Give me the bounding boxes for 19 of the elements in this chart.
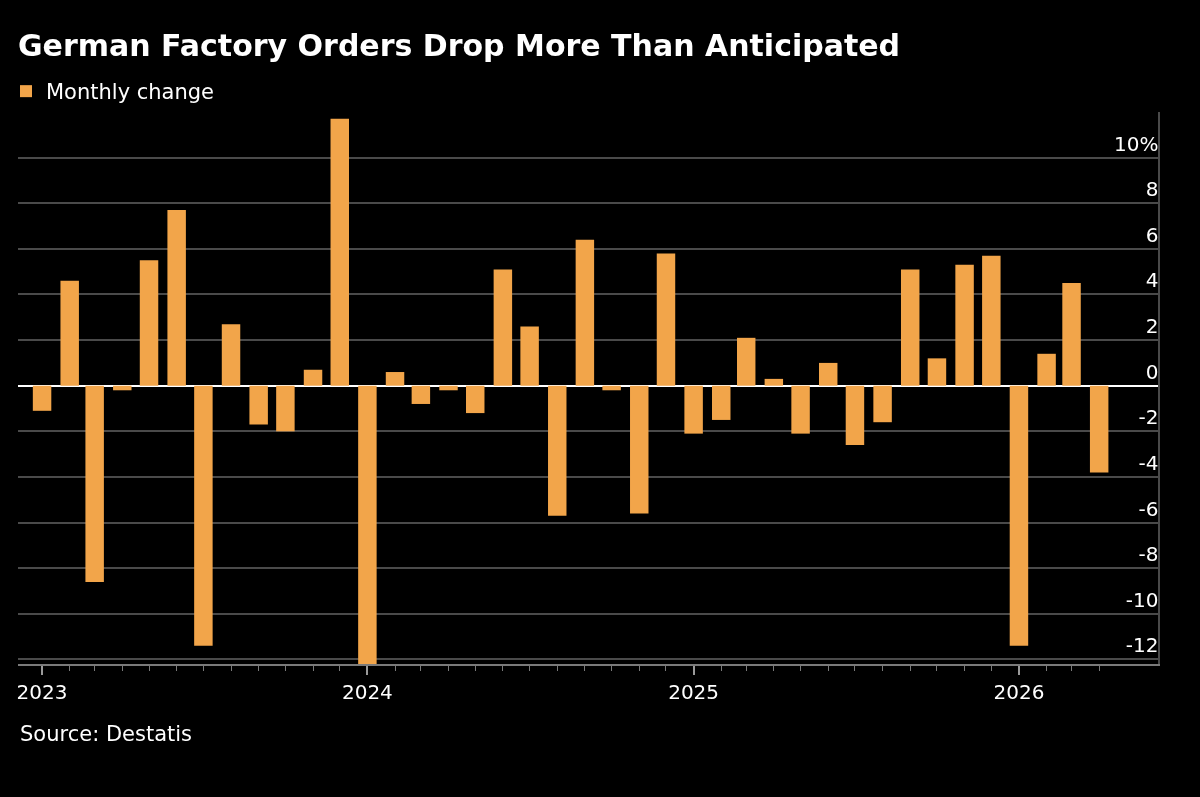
x-tick-label: 2026 <box>993 679 1045 704</box>
x-tick-label: 2025 <box>668 679 720 704</box>
chart-title: German Factory Orders Drop More Than Anticipated <box>18 27 901 63</box>
x-tick-label: 2023 <box>16 679 68 704</box>
source-note: Source: Destatis <box>20 722 193 746</box>
y-tick-label: 8 <box>1145 177 1159 202</box>
y-tick-label: 6 <box>1145 222 1159 247</box>
y-tick-label: 2 <box>1145 314 1159 339</box>
y-tick-label: 0 <box>1145 359 1159 384</box>
legend-label: Monthly change <box>46 80 215 105</box>
y-tick-label: -8 <box>1138 542 1159 567</box>
y-tick-label: 4 <box>1145 268 1159 293</box>
y-tick-label: -10 <box>1125 587 1159 612</box>
y-tick-label: 10% <box>1114 131 1159 156</box>
y-tick-label: -6 <box>1138 496 1159 521</box>
x-tick-label: 2024 <box>341 679 393 704</box>
y-tick-label: -2 <box>1138 405 1159 430</box>
y-tick-label: -4 <box>1138 450 1159 475</box>
y-tick-label: -12 <box>1125 633 1159 658</box>
